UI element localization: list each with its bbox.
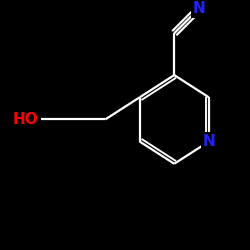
Text: N: N: [192, 1, 205, 16]
Text: N: N: [202, 134, 215, 149]
Text: HO: HO: [13, 112, 39, 127]
